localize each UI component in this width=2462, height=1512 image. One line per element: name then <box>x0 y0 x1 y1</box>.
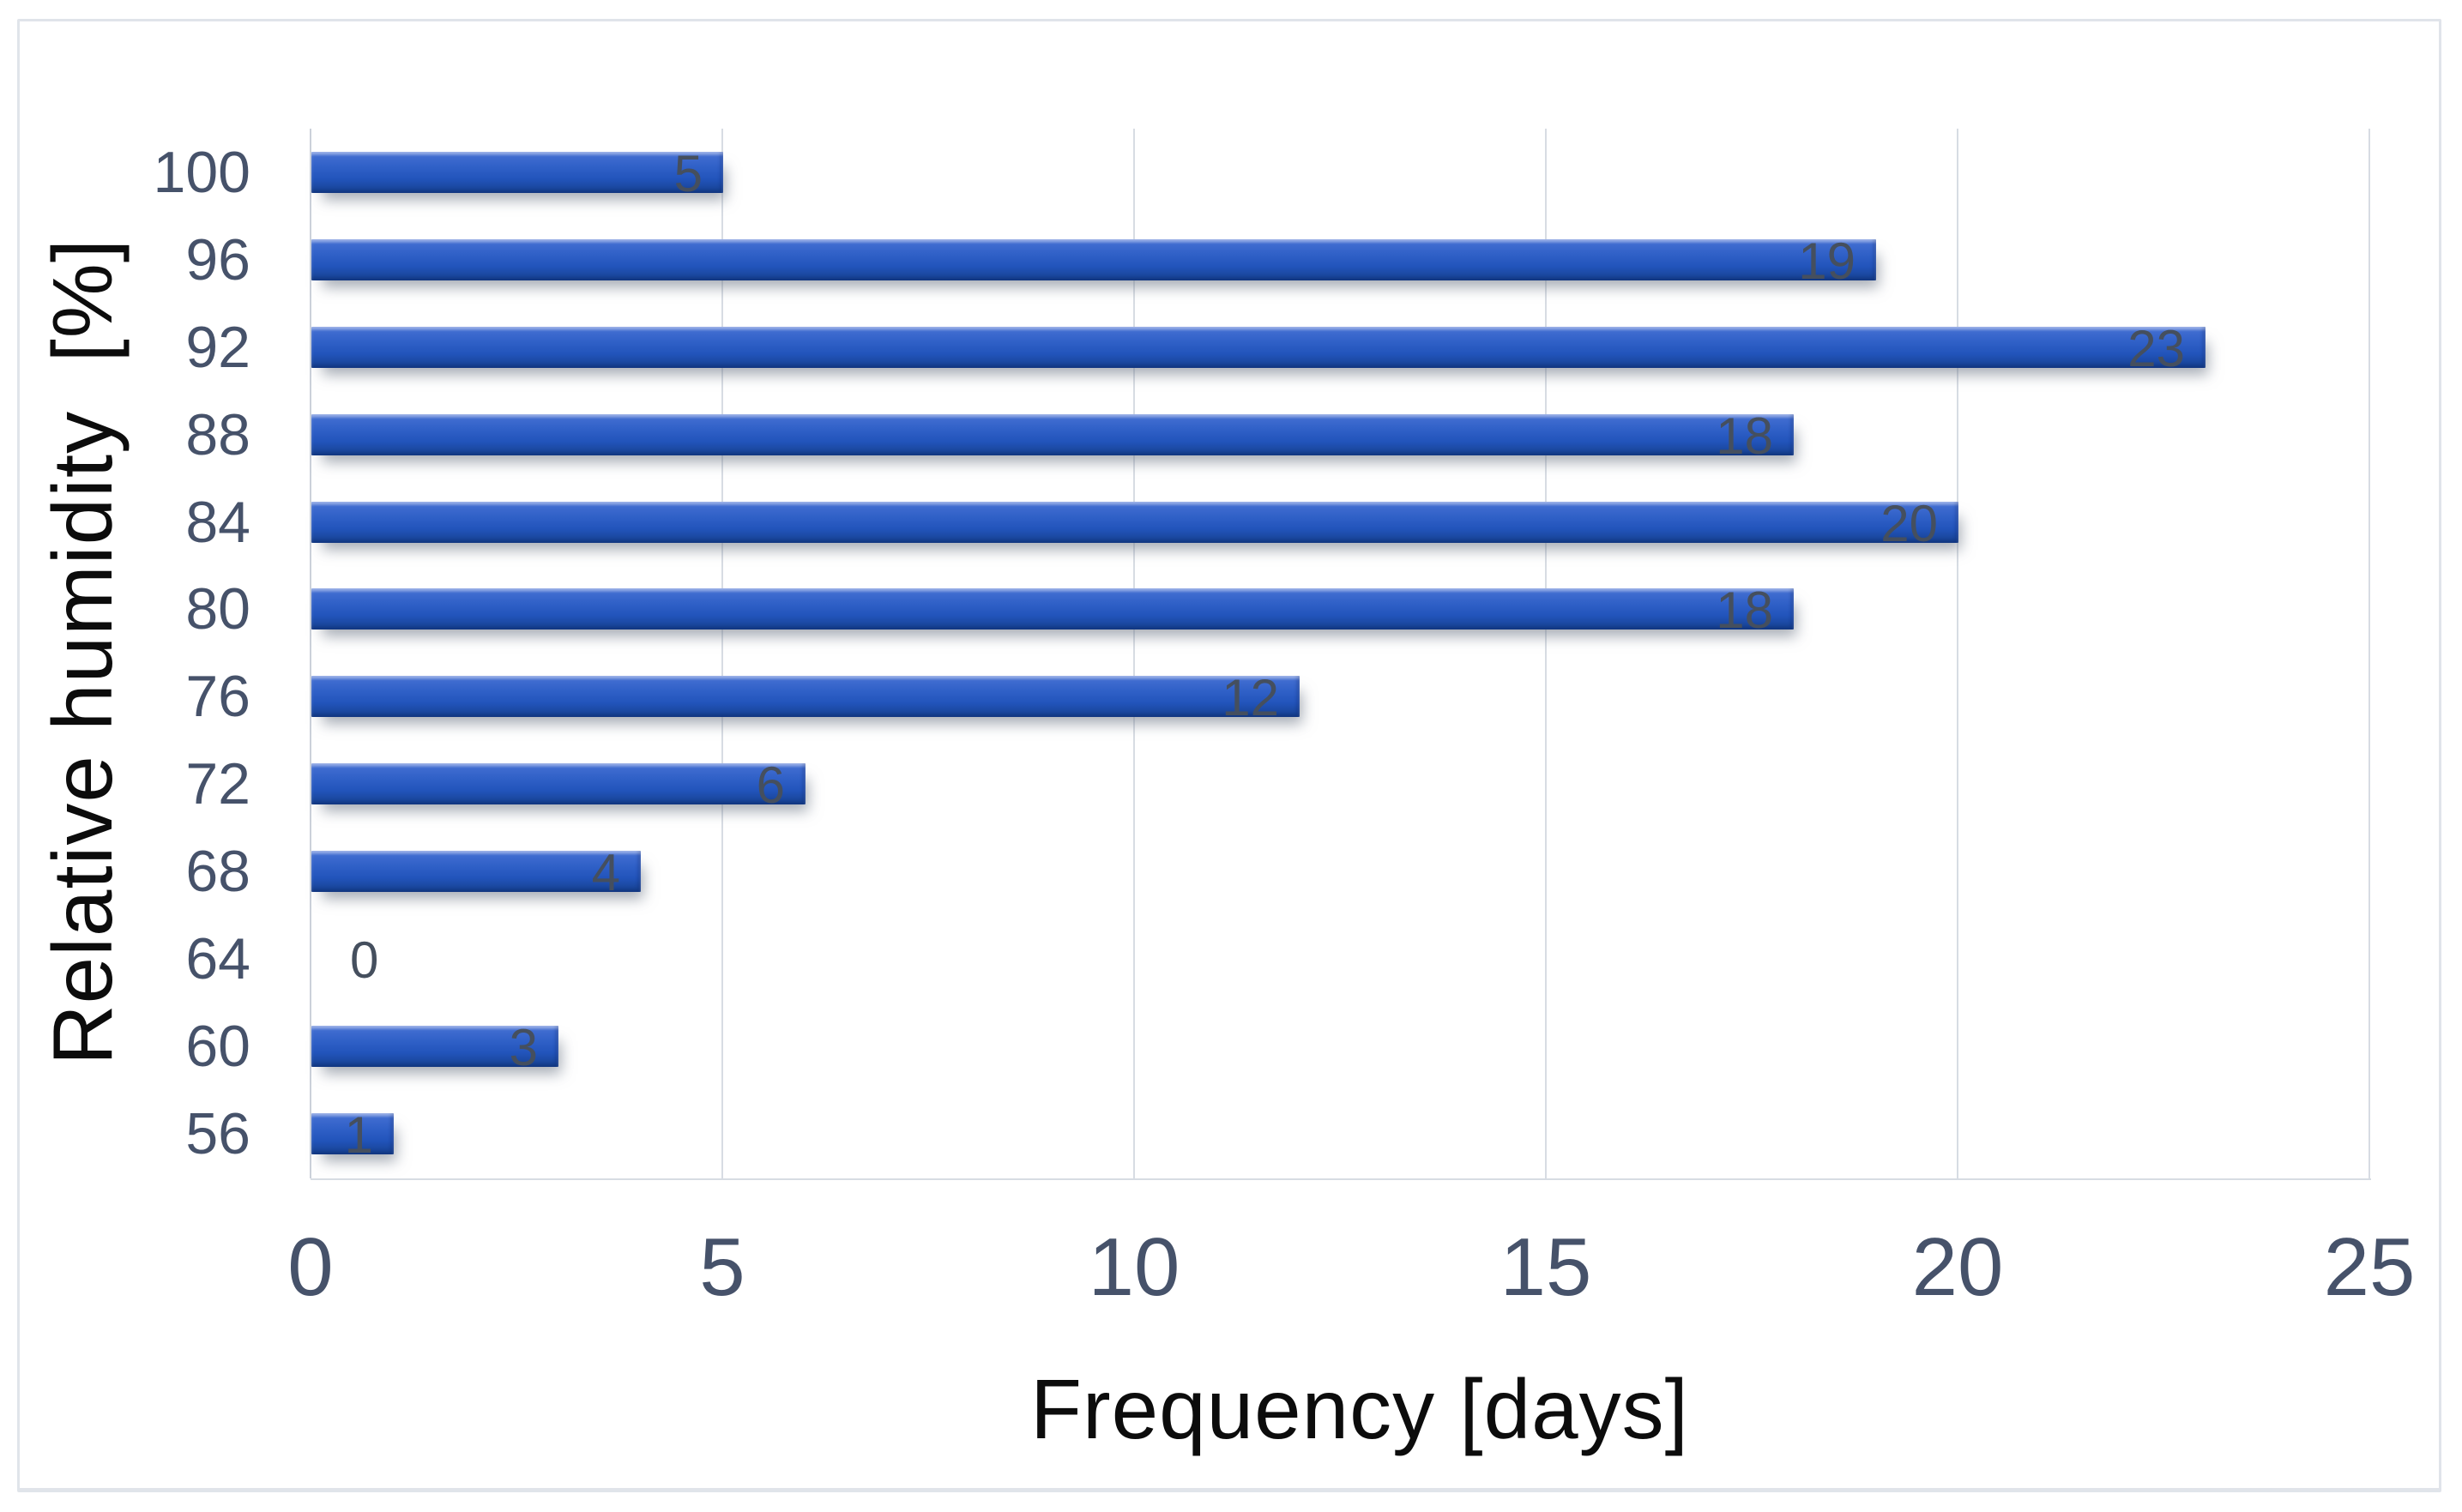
bar-value-label: 12 <box>1222 669 1279 726</box>
bar <box>311 1113 394 1154</box>
bar-value-label: 18 <box>1716 407 1773 465</box>
bar <box>311 327 2206 368</box>
y-axis-title: Relative humidity [%] <box>35 238 130 1066</box>
y-tick-label: 64 <box>185 926 250 991</box>
x-axis-title: Frequency [days] <box>1030 1362 1689 1456</box>
gridline <box>721 129 723 1178</box>
y-tick-label: 60 <box>185 1014 250 1079</box>
y-tick-label: 72 <box>185 751 250 816</box>
bar-value-label: 18 <box>1716 581 1773 639</box>
bar <box>311 851 641 892</box>
gridline <box>1545 129 1547 1178</box>
x-tick-label: 15 <box>1500 1221 1592 1313</box>
y-tick-label: 76 <box>185 664 250 729</box>
bar <box>311 763 806 804</box>
bar <box>311 588 1794 629</box>
gridline <box>1133 129 1135 1178</box>
bar <box>311 1026 558 1067</box>
bar <box>311 676 1300 717</box>
bar <box>311 414 1794 455</box>
bar <box>311 502 1958 543</box>
bar <box>311 239 1876 280</box>
bar-value-label: 19 <box>1798 232 1856 290</box>
x-tick-label: 0 <box>287 1221 334 1313</box>
bar <box>311 152 723 193</box>
bar-value-label: 6 <box>756 756 785 814</box>
y-tick-label: 84 <box>185 490 250 555</box>
x-tick-label: 25 <box>2323 1221 2416 1313</box>
x-tick-label: 5 <box>699 1221 745 1313</box>
bar-value-label: 4 <box>591 844 620 901</box>
y-tick-label: 100 <box>153 140 250 205</box>
y-tick-label: 96 <box>185 227 250 292</box>
y-tick-label: 68 <box>185 839 250 904</box>
x-tick-label: 20 <box>1911 1221 2004 1313</box>
y-axis-line <box>310 129 311 1178</box>
bar-value-label: 0 <box>350 931 379 989</box>
bar-value-label: 20 <box>1880 495 1938 552</box>
bar-value-label: 1 <box>344 1106 373 1164</box>
y-tick-label: 88 <box>185 402 250 467</box>
x-axis-line <box>311 1178 2371 1180</box>
gridline <box>2368 129 2370 1178</box>
gridline <box>1957 129 1958 1178</box>
bar-value-label: 3 <box>509 1019 538 1076</box>
bar-value-label: 23 <box>2127 320 2185 377</box>
x-tick-label: 10 <box>1088 1221 1180 1313</box>
y-tick-label: 80 <box>185 576 250 642</box>
y-tick-label: 92 <box>185 315 250 380</box>
y-tick-label: 56 <box>185 1101 250 1166</box>
bar-value-label: 5 <box>673 145 703 202</box>
